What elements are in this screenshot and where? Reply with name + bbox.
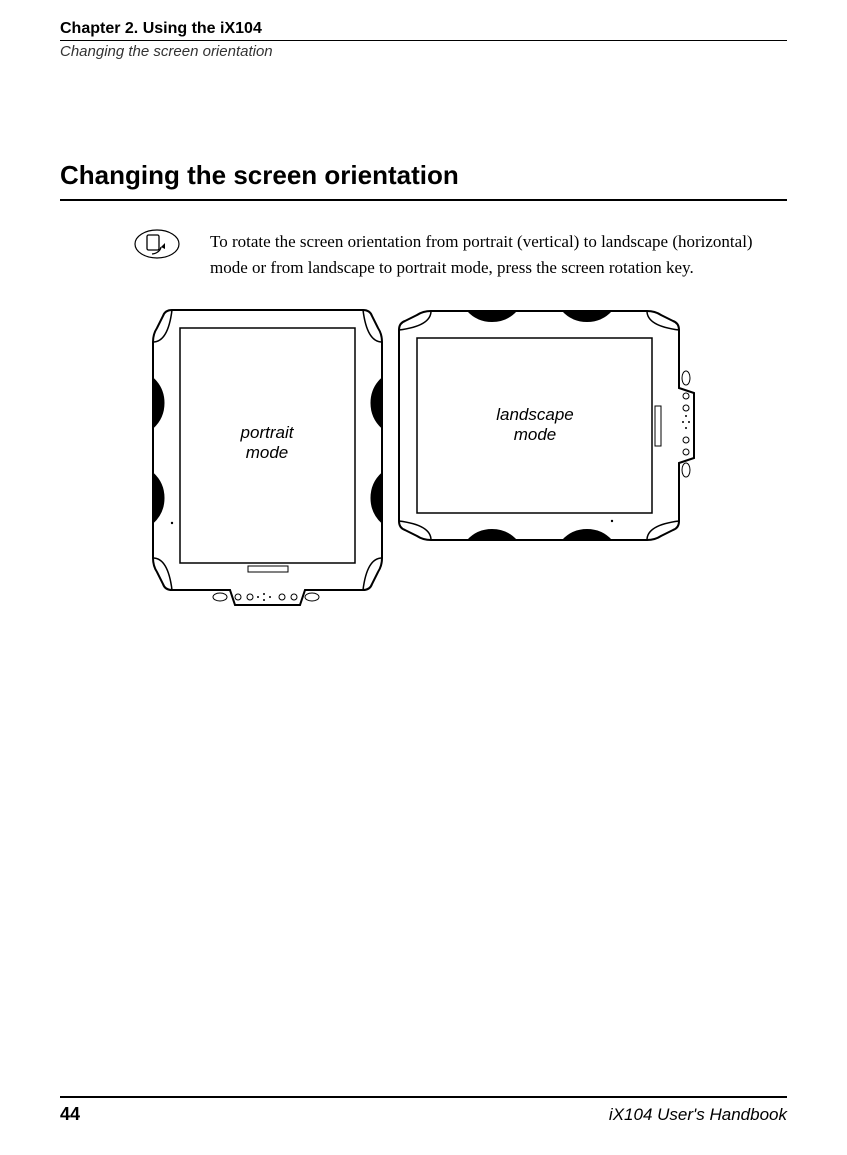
device-illustrations: portrait mode landscape mode <box>60 308 787 608</box>
content-row: To rotate the screen orientation from po… <box>60 229 787 280</box>
page-number: 44 <box>60 1104 80 1125</box>
chapter-title: Chapter 2. Using the iX104 <box>60 20 787 38</box>
landscape-label-2: mode <box>514 425 557 444</box>
text-column: To rotate the screen orientation from po… <box>210 229 787 280</box>
page-footer: 44 iX104 User's Handbook <box>60 1096 787 1125</box>
landscape-label-1: landscape <box>496 405 574 424</box>
handbook-title: iX104 User's Handbook <box>609 1105 787 1125</box>
rotation-key-icon <box>134 229 180 259</box>
section-heading: Changing the screen orientation <box>60 160 787 201</box>
portrait-label-1: portrait <box>240 423 295 442</box>
body-paragraph: To rotate the screen orientation from po… <box>210 229 787 280</box>
portrait-label-2: mode <box>246 443 289 462</box>
portrait-device-figure: portrait mode <box>150 308 385 608</box>
landscape-device-figure: landscape mode <box>397 308 697 543</box>
icon-column <box>60 229 210 259</box>
header-subtitle: Changing the screen orientation <box>60 43 787 60</box>
page-header: Chapter 2. Using the iX104 <box>60 20 787 41</box>
